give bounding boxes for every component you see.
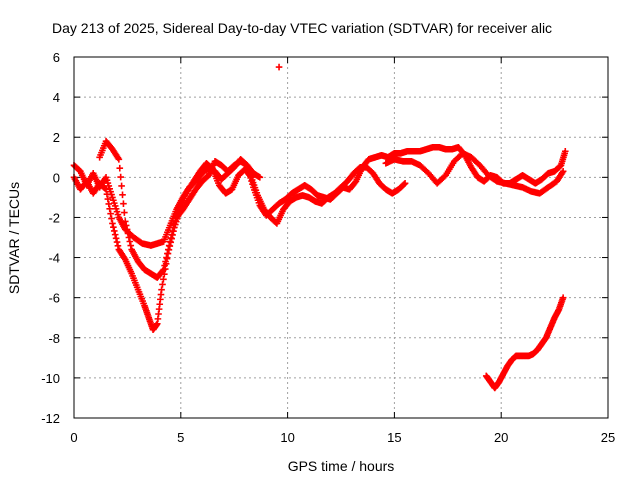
points-layer bbox=[70, 63, 569, 392]
y-tick-label: 6 bbox=[53, 50, 60, 65]
y-tick-label: -6 bbox=[48, 291, 60, 306]
data-point bbox=[164, 250, 171, 257]
data-point bbox=[166, 238, 174, 245]
data-point bbox=[110, 199, 118, 207]
y-tick-label: 2 bbox=[53, 130, 60, 145]
data-point bbox=[111, 202, 119, 210]
data-point bbox=[118, 182, 125, 190]
data-point bbox=[168, 231, 176, 238]
data-point bbox=[104, 195, 112, 203]
y-axis-label: SDTVAR / TECUs bbox=[6, 182, 22, 294]
data-point bbox=[113, 208, 121, 216]
x-tick-label: 25 bbox=[601, 430, 615, 445]
data-point bbox=[105, 200, 113, 208]
data-point bbox=[160, 276, 167, 283]
data-point bbox=[106, 205, 114, 213]
data-point bbox=[559, 168, 567, 175]
data-point bbox=[169, 227, 177, 235]
y-tick-label: -4 bbox=[48, 251, 60, 266]
data-point bbox=[401, 180, 409, 187]
data-point bbox=[110, 227, 118, 235]
plot-frame bbox=[73, 56, 609, 419]
data-point bbox=[125, 234, 133, 241]
data-point bbox=[126, 238, 134, 245]
data-point bbox=[167, 234, 175, 242]
data-point bbox=[121, 209, 128, 216]
y-tick-label: -8 bbox=[48, 331, 60, 346]
data-point bbox=[172, 217, 179, 225]
chart-title: Day 213 of 2025, Sidereal Day-to-day VTE… bbox=[52, 20, 552, 36]
x-axis-label: GPS time / hours bbox=[288, 458, 395, 474]
y-tick-label: 4 bbox=[53, 90, 60, 105]
data-point bbox=[160, 266, 168, 273]
data-point bbox=[109, 220, 116, 227]
data-point bbox=[561, 147, 569, 155]
data-point bbox=[159, 281, 166, 288]
tick-layer: 0 5 10 15 20 25 -12 -10 -8 -6 -4 -2 0 2 4 6 bbox=[41, 50, 615, 445]
x-tick-label: 0 bbox=[70, 430, 77, 445]
data-point bbox=[158, 286, 165, 293]
data-point bbox=[559, 294, 567, 301]
data-point bbox=[124, 230, 132, 237]
data-point bbox=[127, 242, 135, 249]
data-point bbox=[162, 258, 169, 265]
data-point bbox=[170, 224, 178, 232]
data-point bbox=[164, 246, 172, 253]
data-point bbox=[121, 218, 129, 225]
data-point bbox=[163, 254, 170, 261]
data-point bbox=[117, 173, 124, 181]
data-point bbox=[114, 242, 122, 250]
data-point bbox=[108, 215, 115, 222]
x-tick-label: 5 bbox=[177, 430, 184, 445]
data-point bbox=[110, 196, 117, 204]
data-point bbox=[122, 222, 130, 229]
y-tick-label: -2 bbox=[48, 210, 60, 225]
data-point bbox=[165, 242, 173, 249]
data-point bbox=[110, 223, 117, 231]
x-tick-label: 20 bbox=[494, 430, 508, 445]
x-tick-label: 10 bbox=[280, 430, 294, 445]
data-point bbox=[112, 235, 120, 242]
data-point bbox=[115, 155, 123, 163]
grid-layer bbox=[74, 57, 608, 418]
data-point bbox=[112, 205, 120, 213]
data-point bbox=[111, 231, 119, 238]
data-point bbox=[161, 262, 168, 269]
data-point bbox=[103, 190, 111, 198]
data-point bbox=[107, 210, 114, 218]
x-tick-label: 15 bbox=[387, 430, 401, 445]
y-tick-label: -12 bbox=[41, 411, 60, 426]
data-point bbox=[171, 221, 178, 228]
y-tick-label: -10 bbox=[41, 371, 60, 386]
y-tick-label: 0 bbox=[53, 170, 60, 185]
data-point bbox=[119, 191, 126, 199]
data-point bbox=[275, 63, 283, 71]
data-point bbox=[123, 226, 131, 233]
data-point bbox=[113, 238, 121, 246]
data-point bbox=[120, 200, 127, 207]
data-point bbox=[102, 186, 110, 193]
data-point bbox=[256, 174, 264, 181]
data-point bbox=[116, 164, 124, 172]
